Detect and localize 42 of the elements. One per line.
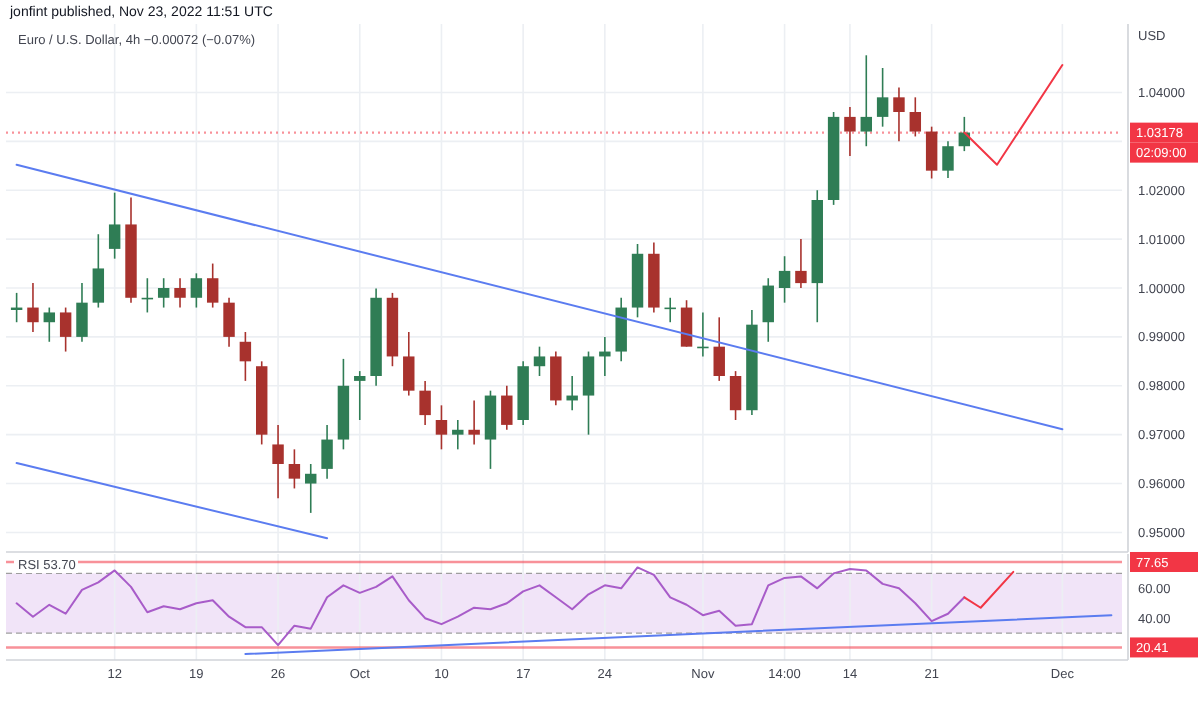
candlestick — [354, 370, 366, 421]
candlestick — [321, 424, 333, 480]
candlestick — [272, 424, 284, 500]
candlestick — [942, 140, 954, 179]
candlestick — [435, 404, 448, 451]
candlestick — [713, 316, 725, 382]
candlestick — [778, 255, 791, 304]
candlestick — [729, 370, 742, 421]
candlestick — [533, 345, 546, 377]
candlestick — [174, 277, 186, 309]
candlestick — [795, 238, 807, 289]
candlestick — [92, 233, 105, 309]
candlestick — [615, 296, 627, 363]
candlestick — [468, 399, 480, 446]
candlestick — [484, 389, 497, 470]
candlestick — [76, 282, 88, 343]
candlestick — [419, 380, 431, 426]
candlestick — [206, 262, 219, 309]
candlestick — [403, 331, 415, 397]
candlestick — [452, 419, 464, 451]
candlestick — [860, 54, 872, 148]
candlestick — [582, 350, 595, 436]
candlestick — [909, 96, 922, 138]
line-series — [15, 566, 966, 647]
candlestick — [190, 272, 203, 309]
candlestick — [925, 125, 938, 180]
candlestick — [239, 331, 252, 382]
candlestick — [108, 191, 121, 260]
candlestick — [305, 463, 317, 514]
candlestick — [223, 296, 235, 348]
candlestick — [157, 277, 170, 309]
candlestick — [844, 106, 856, 157]
candlestick — [43, 306, 56, 343]
candlestick — [680, 299, 693, 348]
candlestick — [550, 350, 562, 407]
candlestick — [288, 448, 301, 490]
candlestick — [762, 277, 774, 343]
candlestick — [501, 384, 513, 431]
candlestick — [59, 306, 72, 353]
candlestick — [27, 282, 39, 333]
candlestick — [876, 67, 889, 128]
candlestick — [893, 86, 905, 143]
